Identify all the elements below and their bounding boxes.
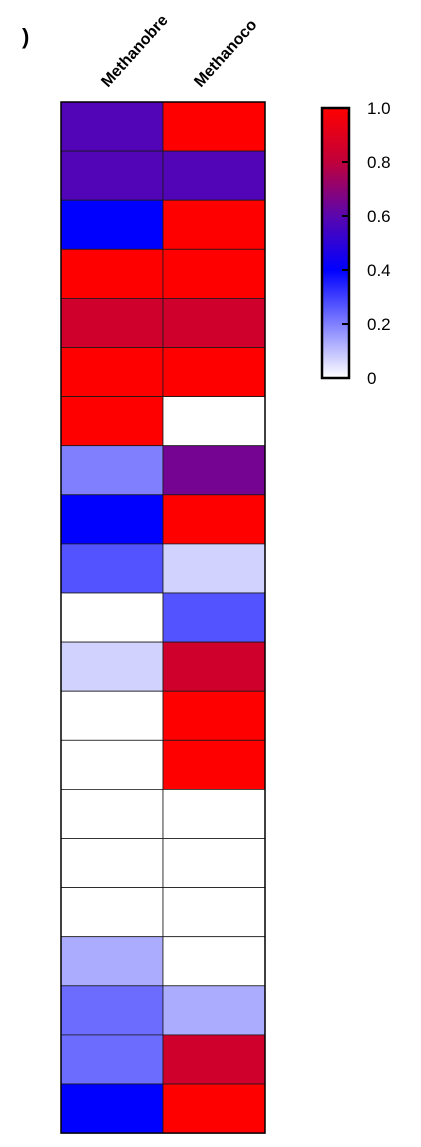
colorbar-tick-label-1: 0	[367, 369, 376, 388]
heatmap-cell-r16-c1	[60, 838, 164, 888]
heatmap-cell-r18-c2	[162, 936, 266, 987]
heatmap-cell-r6-c1	[60, 347, 164, 397]
heatmap-cell-r11-c1	[60, 592, 164, 643]
heatmap-cells	[60, 101, 266, 1134]
heatmap-cell-r17-c1	[60, 887, 164, 938]
heatmap-cell-r12-c2	[162, 641, 266, 692]
colorbar-tick-label-3: 0.4	[367, 261, 391, 280]
heatmap-cell-r13-c1	[60, 690, 164, 741]
heatmap-cell-r21-c1	[60, 1083, 164, 1134]
heatmap-cell-r7-c2	[162, 396, 266, 447]
heatmap-cell-r20-c2	[162, 1034, 266, 1085]
heatmap-cell-r8-c2	[162, 445, 266, 496]
heatmap-cell-r10-c1	[60, 543, 164, 594]
heatmap-cell-r9-c1	[60, 494, 164, 545]
colorbar-tick-label-5: 0.8	[367, 153, 391, 172]
heatmap-cell-r12-c1	[60, 641, 164, 692]
heatmap-cell-r5-c2	[162, 297, 266, 348]
heatmap-cell-r9-c2	[162, 494, 266, 545]
heatmap-cell-r4-c2	[162, 248, 266, 299]
heatmap-cell-r18-c1	[60, 936, 164, 987]
heatmap-cell-r13-c2	[162, 690, 266, 741]
column-label-2: Methanoco	[191, 16, 260, 90]
heatmap-cell-r3-c1	[60, 199, 164, 250]
heatmap-cell-r15-c2	[162, 789, 266, 839]
colorbar: 0 0.2 0.4 0.6 0.8 1.0	[320, 99, 391, 388]
heatmap-cell-r2-c2	[162, 150, 266, 201]
heatmap-cell-r14-c2	[162, 739, 266, 790]
colorbar-tick-label-2: 0.2	[367, 315, 391, 334]
heatmap-cell-r1-c2	[162, 101, 266, 152]
heatmap-cell-r21-c2	[162, 1083, 266, 1134]
column-label-1: Methanobre	[98, 12, 171, 91]
heatmap-cell-r3-c2	[162, 199, 266, 250]
heatmap-cell-r1-c1	[60, 101, 164, 152]
heatmap-cell-r19-c2	[162, 985, 266, 1036]
panel-label: )	[22, 24, 30, 49]
heatmap-cell-r7-c1	[60, 396, 164, 447]
heatmap-cell-r20-c1	[60, 1034, 164, 1085]
colorbar-tick-label-4: 0.6	[367, 207, 391, 226]
column-labels: Methanobre Methanoco	[98, 12, 260, 91]
heatmap-cell-r6-c2	[162, 347, 266, 397]
heatmap-cell-r2-c1	[60, 150, 164, 201]
colorbar-gradient	[320, 106, 351, 380]
heatmap-cell-r11-c2	[162, 592, 266, 643]
heatmap-cell-r14-c1	[60, 739, 164, 790]
heatmap-cell-r8-c1	[60, 445, 164, 496]
heatmap-cell-r16-c2	[162, 838, 266, 888]
heatmap-cell-r10-c2	[162, 543, 266, 594]
heatmap-border	[60, 101, 266, 1134]
colorbar-tick-label-6: 1.0	[367, 99, 391, 118]
heatmap-cell-r19-c1	[60, 985, 164, 1036]
heatmap-cell-r15-c1	[60, 789, 164, 839]
heatmap-cell-r5-c1	[60, 297, 164, 348]
heatmap-cell-r17-c2	[162, 887, 266, 938]
heatmap-cell-r4-c1	[60, 248, 164, 299]
